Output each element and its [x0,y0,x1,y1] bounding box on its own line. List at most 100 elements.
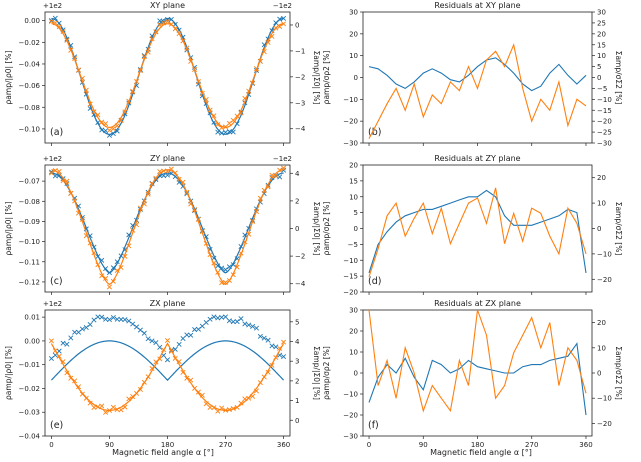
marker-stroke [277,174,283,180]
marker-stroke [48,18,54,24]
data-point-blue [265,337,271,343]
data-point-orange [48,18,54,24]
marker-stroke [164,18,171,24]
y2-tick-label: 30 [597,9,606,17]
marker-stroke [79,75,85,81]
data-point-blue [253,325,259,331]
y2-tick-label: 3 [295,358,299,366]
y-tick-label: 20 [349,30,358,38]
marker-stroke [56,24,62,30]
residual-line-orange [368,42,587,139]
y2-tick-label: 1 [295,397,299,405]
y-tick-label: 10 [349,349,358,357]
panel-label: (d) [368,276,381,287]
marker-stroke [211,260,217,266]
y-tick-label: −20 [343,289,358,297]
data-point-blue [176,341,182,347]
marker-stroke [122,404,128,410]
x-tick-label: 0 [367,441,371,449]
y2-tick-label: −10 [597,250,612,258]
marker-stroke [161,19,167,25]
data-point-blue [180,335,186,342]
data-point-blue [195,326,201,332]
data-point-blue [126,318,132,324]
marker-stroke [118,117,124,123]
y-axis-label: ρamp/|ρ0| [%] [4,201,13,255]
fit-curve-orange [51,169,284,286]
y2-tick-label: 0 [295,417,299,425]
y-tick-label: −0.09 [19,218,40,226]
marker-stroke [188,332,194,338]
y-tick-label: 20 [349,328,358,336]
marker-stroke [199,323,205,329]
x-tick-label: 90 [419,441,428,449]
marker-stroke [76,384,82,390]
data-point-blue [269,343,275,349]
y2-tick-label: −20 [597,118,612,126]
panel-title: ZY plane [150,154,185,163]
data-point-blue [238,316,244,322]
y2-tick-label: 2 [295,377,299,385]
data-point-orange [76,384,82,390]
marker-stroke [176,341,182,347]
data-point-blue [250,323,256,329]
marker-stroke [110,126,116,132]
marker-stroke [211,314,217,320]
data-point-orange [106,127,112,133]
y2-tick-label: −25 [597,129,612,137]
data-point-orange [176,359,182,365]
marker-stroke [238,316,244,322]
marker-stroke [188,201,194,207]
x-tick-label: 90 [105,441,114,449]
data-point-blue [242,321,248,327]
y-tick-label: −10 [343,257,358,265]
marker-stroke [48,338,54,344]
marker-stroke [242,396,248,402]
residual-line-orange [368,187,587,277]
marker-stroke [257,333,263,339]
y-tick-label: −0.06 [19,82,41,90]
marker-stroke [68,335,74,341]
y2-tick-label: 2 [295,197,299,205]
data-point-blue [230,319,236,325]
y2-offset-label: −1e2 [273,2,292,10]
fit-curve-blue [51,172,284,274]
data-point-blue [273,344,279,350]
data-point-blue [164,357,171,363]
data-point-orange [110,404,116,410]
data-point-blue [277,174,283,180]
data-point-blue [137,327,143,333]
y-tick-label: −0.08 [19,198,40,206]
y-tick-label: 10 [349,193,358,201]
marker-stroke [79,216,85,222]
marker-stroke [203,96,209,102]
marker-stroke [60,29,66,35]
data-point-orange [269,33,275,39]
data-point-blue [234,319,240,325]
marker-stroke [195,216,201,222]
marker-stroke [91,250,97,256]
marker-stroke [60,359,66,365]
fit-curve-blue [51,17,284,135]
marker-stroke [99,273,105,279]
marker-stroke [103,275,109,281]
marker-stroke [230,319,236,325]
marker-stroke [199,228,205,234]
data-point-blue [122,317,128,323]
data-point-orange [238,110,244,116]
marker-stroke [103,409,109,415]
x-tick-label: 360 [277,441,290,449]
data-point-blue [153,340,159,346]
residual-line-blue [368,342,587,416]
data-point-blue [157,344,163,350]
marker-stroke [87,321,93,328]
data-point-orange [238,400,244,406]
y-tick-label: −20 [343,118,358,126]
marker-stroke [246,322,252,328]
data-point-orange [60,29,66,35]
panel-e: ZX plane 0 90 180 270 360 0.01 0.00 −0.01 −0.02 −0… [4,299,321,449]
y-tick-label: −15 [343,273,358,281]
marker-stroke [99,119,105,125]
data-point-orange [56,24,62,30]
y2-tick-label: −10 [597,395,612,403]
